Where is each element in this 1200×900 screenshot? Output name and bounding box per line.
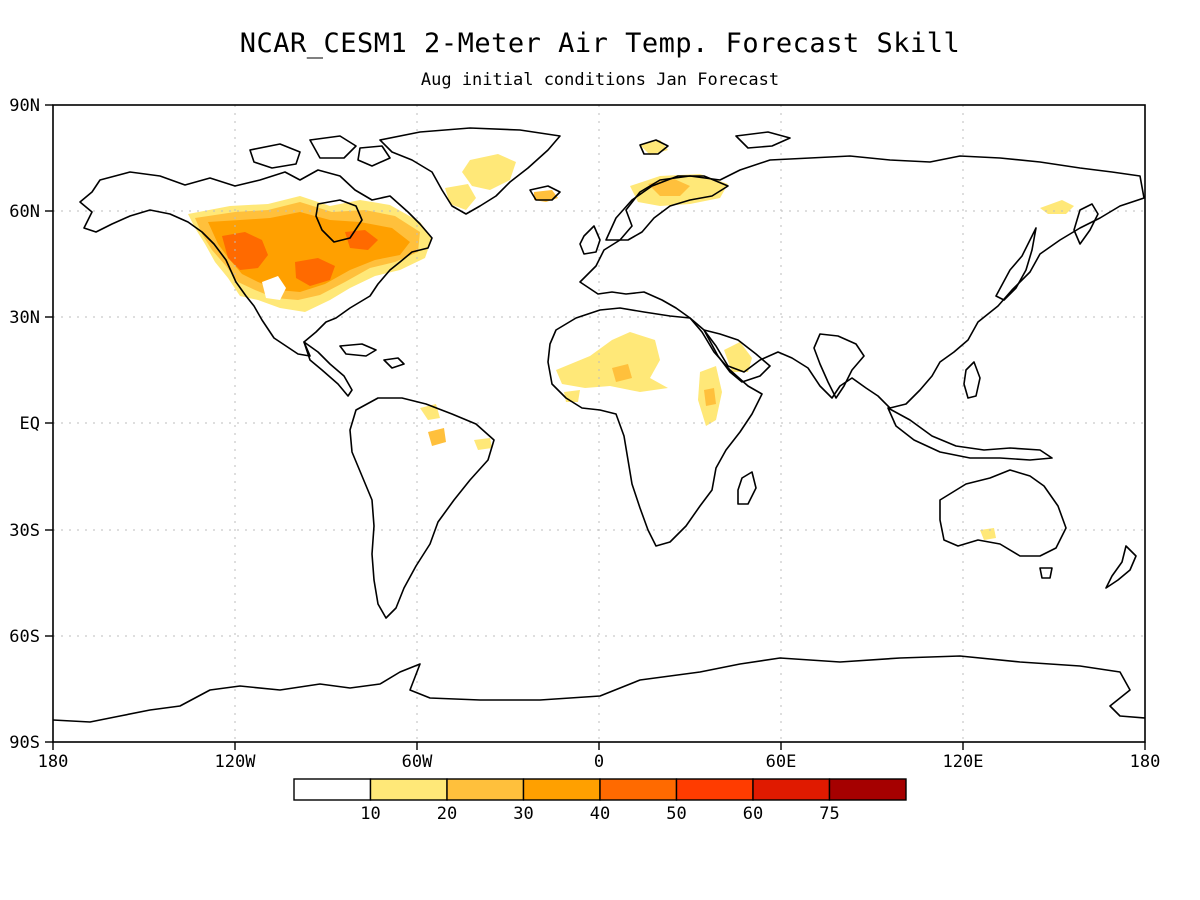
shade-west-africa (564, 390, 580, 402)
plot-area: 90N 60N 30N EQ 30S 60S 90S 180 120W 60W … (9, 96, 1160, 772)
map-title: NCAR_CESM1 2-Meter Air Temp. Forecast Sk… (239, 28, 961, 59)
colorbar-swatch (446, 778, 525, 801)
lon-label-60e: 60E (766, 752, 797, 772)
coast-greenland (379, 127, 561, 215)
shade-greenland (462, 154, 516, 190)
coast-novaya-zemlya (735, 131, 791, 149)
lat-label-eq: EQ (20, 414, 40, 434)
lat-label-30s: 30S (9, 521, 40, 541)
colorbar-label: 40 (590, 804, 610, 824)
lat-label-90n: 90N (9, 96, 40, 116)
coast-australia (939, 469, 1067, 557)
lon-label-180w: 180 (38, 752, 69, 772)
colorbar-label: 50 (666, 804, 686, 824)
coast-hudson-bay (315, 199, 363, 243)
colorbar-swatch (369, 778, 448, 801)
map-subtitle: Aug initial conditions Jan Forecast (420, 70, 780, 90)
longitude-labels: 180 120W 60W 0 60E 120E 180 (38, 752, 1161, 772)
coast-central-america (303, 341, 353, 397)
coast-north-america (79, 169, 433, 357)
colorbar-label: 75 (819, 804, 839, 824)
coast-british-isles (579, 225, 601, 255)
coast-south-america (349, 397, 495, 619)
coast-kamchatka (1073, 203, 1099, 245)
colorbar-swatch (599, 778, 678, 801)
colorbar-label: 30 (513, 804, 533, 824)
colorbar-label: 10 (360, 804, 380, 824)
shade-amazon-south (428, 428, 446, 446)
shade-australia (980, 528, 996, 540)
lon-label-0: 0 (594, 752, 604, 772)
colorbar-legend: 10 20 30 40 50 60 75 (293, 778, 907, 824)
shade-siberia (1040, 200, 1074, 214)
shade-east-africa-core (704, 388, 716, 406)
shade-sahel-core (612, 364, 632, 382)
lat-label-60s: 60S (9, 627, 40, 647)
colorbar-label: 20 (437, 804, 457, 824)
shade-north-america-hole (262, 276, 286, 300)
coast-iceland (529, 185, 561, 201)
lat-label-30n: 30N (9, 308, 40, 328)
coast-madagascar (737, 471, 757, 505)
skill-shading (188, 140, 1074, 540)
shade-north-america-40-central (295, 258, 335, 286)
colorbar-label: 60 (743, 804, 763, 824)
lon-label-120e: 120E (943, 752, 984, 772)
colorbar-swatch (293, 778, 372, 801)
coast-tasmania (1039, 567, 1053, 579)
lon-label-60w: 60W (402, 752, 433, 772)
graticule (53, 105, 1145, 742)
colorbar-swatch (752, 778, 831, 801)
coast-eurasia (579, 155, 1145, 409)
colorbar-swatch (828, 778, 907, 801)
coast-arctic-islands (249, 135, 391, 169)
coast-antarctica (52, 655, 1146, 723)
lon-label-120w: 120W (215, 752, 257, 772)
axis-ticks (45, 104, 1146, 750)
shade-arabia (724, 342, 752, 372)
lat-label-60n: 60N (9, 202, 40, 222)
lat-label-90s: 90S (9, 733, 40, 753)
colorbar-swatch (675, 778, 754, 801)
coast-philippines (963, 361, 981, 399)
latitude-labels: 90N 60N 30N EQ 30S 60S 90S (9, 96, 40, 753)
colorbar-swatch (522, 778, 601, 801)
shade-greenland-south (445, 184, 476, 210)
coast-scandinavia (605, 175, 729, 241)
shade-north-america-40-east (345, 230, 378, 250)
coastlines (52, 127, 1146, 723)
coast-africa (547, 307, 763, 547)
coast-svalbard (639, 139, 669, 155)
coast-indonesia (887, 407, 1053, 461)
shade-scandinavia-core (648, 178, 690, 196)
lon-label-180e: 180 (1130, 752, 1161, 772)
coast-caribbean (339, 343, 405, 369)
coast-japan (995, 227, 1037, 301)
shade-sahel (556, 332, 668, 392)
shade-north-america-40-west (222, 232, 268, 270)
coast-arabia (703, 329, 771, 383)
coast-new-zealand (1105, 545, 1137, 589)
shade-brazil-east (474, 438, 492, 450)
coast-india (813, 333, 865, 399)
